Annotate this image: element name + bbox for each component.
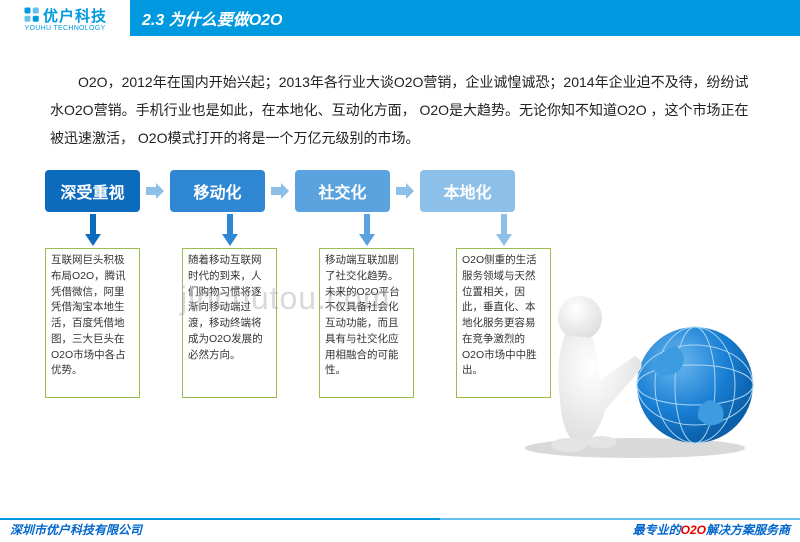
flow-box-0: 深受重视 — [45, 170, 140, 212]
illustration-globe-figure — [505, 270, 765, 460]
logo-icon — [23, 6, 41, 24]
flow-row: 深受重视移动化社交化本地化 — [0, 170, 800, 212]
footer-company: 深圳市优户科技有限公司 — [10, 521, 142, 538]
footer-tagline-highlight: O2O — [681, 523, 706, 537]
flow-box-3: 本地化 — [420, 170, 515, 212]
footer: 深圳市优户科技有限公司 最专业的O2O解决方案服务商 — [0, 519, 800, 539]
column-text-1: 随着移动互联网时代的到来，人们购物习惯将逐渐向移动端过渡，移动终端将成为O2O发… — [182, 248, 277, 398]
column-text-2: 移动端互联加剧了社交化趋势。未来的O2O平台不仅具备社会化互动功能，而且具有与社… — [319, 248, 414, 398]
footer-tagline: 最专业的O2O解决方案服务商 — [633, 521, 790, 538]
logo-text-cn: 优户科技 — [43, 5, 107, 26]
column-0: 互联网巨头积极布局O2O，腾讯凭借微信，阿里凭借淘宝本地生活，百度凭借地图，三大… — [45, 214, 140, 398]
arrow-down-icon — [357, 214, 377, 248]
logo: 优户科技 YOUHU TECHNOLOGY — [0, 0, 130, 36]
arrow-down-icon — [220, 214, 240, 248]
flow-box-2: 社交化 — [295, 170, 390, 212]
footer-tagline-suffix: 解决方案服务商 — [706, 523, 790, 537]
column-2: 移动端互联加剧了社交化趋势。未来的O2O平台不仅具备社会化互动功能，而且具有与社… — [319, 214, 414, 398]
header: 优户科技 YOUHU TECHNOLOGY 2.3 为什么要做O2O — [0, 0, 800, 36]
arrow-down-icon — [83, 214, 103, 248]
arrow-right-icon — [394, 180, 416, 202]
flow-box-1: 移动化 — [170, 170, 265, 212]
logo-text-en: YOUHU TECHNOLOGY — [25, 25, 106, 32]
footer-tagline-prefix: 最专业的 — [633, 523, 681, 537]
arrow-right-icon — [144, 180, 166, 202]
slide-title: 2.3 为什么要做O2O — [130, 0, 800, 36]
column-text-0: 互联网巨头积极布局O2O，腾讯凭借微信，阿里凭借淘宝本地生活，百度凭借地图，三大… — [45, 248, 140, 398]
arrow-down-icon — [494, 214, 514, 248]
intro-paragraph: O2O，2012年在国内开始兴起；2013年各行业大谈O2O营销，企业诚惶诚恐；… — [0, 36, 800, 170]
arrow-right-icon — [269, 180, 291, 202]
column-1: 随着移动互联网时代的到来，人们购物习惯将逐渐向移动端过渡，移动终端将成为O2O发… — [182, 214, 277, 398]
